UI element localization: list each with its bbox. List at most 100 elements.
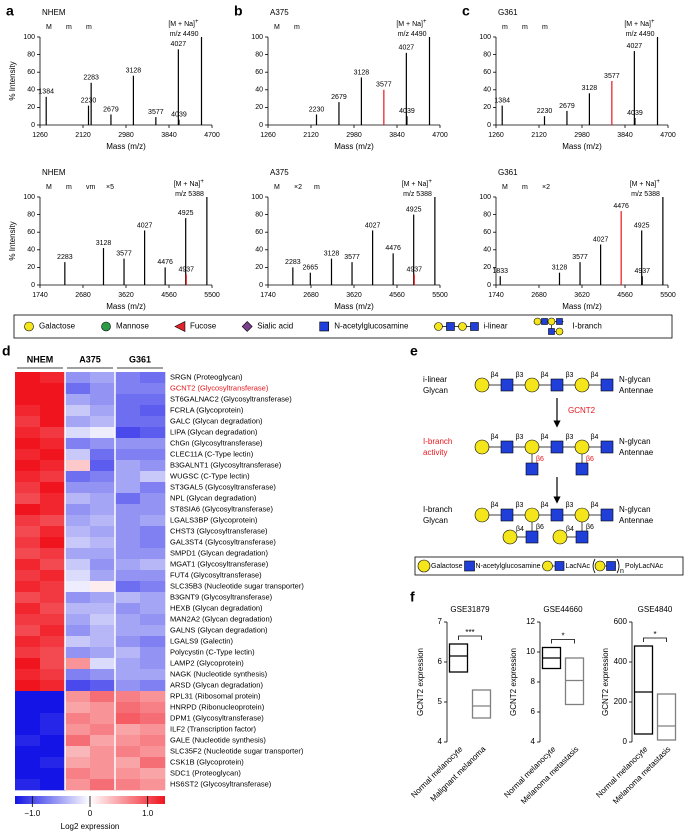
glycan-label: m — [542, 24, 548, 31]
link-label: β3 — [566, 372, 574, 379]
heatmap-cell — [90, 394, 116, 406]
peak-label: 3577 — [344, 254, 360, 261]
heatmap-cell — [90, 691, 116, 703]
heatmap-cell — [140, 438, 166, 450]
glycan-circle — [474, 507, 490, 523]
peak-label: 4476 — [613, 203, 629, 210]
heatmap-cell — [90, 702, 116, 714]
heatmap-cell — [140, 515, 166, 527]
heatmap-cell — [115, 779, 141, 791]
heatmap-cell — [115, 471, 141, 483]
x-tick-label: 5500 — [660, 292, 676, 299]
glycan-circle — [458, 322, 467, 331]
heatmap-cell — [65, 460, 91, 472]
link-label: β4 — [541, 502, 549, 509]
heatmap-cell — [15, 383, 41, 395]
heatmap-cell — [15, 746, 41, 758]
y-tick-label: 80 — [255, 51, 263, 58]
heatmap-cell — [90, 570, 116, 582]
ion-charge: + — [428, 179, 432, 185]
end-label: N-glycan — [619, 437, 651, 446]
heatmap-cell — [40, 768, 66, 780]
end-label: N-glycan — [619, 375, 651, 384]
heatmap-cell — [65, 537, 91, 549]
glycan-square — [470, 322, 479, 331]
heatmap-cell — [140, 570, 166, 582]
heatmap-cell — [65, 471, 91, 483]
heatmap-cell — [40, 427, 66, 439]
heatmap-cell — [90, 482, 116, 494]
heatmap-cell — [90, 581, 116, 593]
heatmap-cell — [140, 614, 166, 626]
heatmap-cell — [65, 372, 91, 384]
y-tick-label: 6 — [438, 657, 443, 666]
glycan-circle — [594, 560, 606, 572]
link-label: β4 — [541, 434, 549, 441]
colorbar-title: Log2 expression — [61, 822, 120, 831]
heatmap-cell — [15, 559, 41, 571]
ion-charge: + — [200, 179, 204, 185]
heatmap-cell — [15, 372, 41, 384]
heatmap-cell — [65, 581, 91, 593]
ion-name: [M + Na] — [396, 21, 423, 28]
heatmap-cell — [140, 592, 166, 604]
heatmap-cell — [15, 724, 41, 736]
glycan-label: m — [522, 24, 528, 31]
heatmap-cell — [115, 647, 141, 659]
x-tick-label: 4560 — [389, 292, 405, 299]
heatmap-cell — [140, 735, 166, 747]
ion-charge: + — [195, 19, 199, 25]
link-label: β3 — [566, 502, 574, 509]
y-tick-label: 20 — [27, 104, 35, 111]
row-label: FCRLA (Glycoprotein) — [170, 405, 244, 414]
glycan-square — [550, 378, 564, 392]
row-label: ILF2 (Transcription factor) — [170, 724, 256, 733]
heatmap-cell — [15, 779, 41, 791]
heatmap-cell — [90, 680, 116, 692]
row-label: HNRPD (Ribonucleoprotein) — [170, 702, 265, 711]
peak-label: 3577 — [604, 73, 620, 80]
x-axis-title: Mass (m/z) — [106, 302, 146, 311]
panel-label: f — [410, 589, 415, 605]
heatmap-cell — [65, 504, 91, 516]
heatmap-cell — [15, 691, 41, 703]
y-tick-label: 100 — [251, 194, 263, 201]
y-tick-label: 7 — [438, 617, 443, 626]
heatmap-cell — [90, 559, 116, 571]
heatmap-cell — [40, 460, 66, 472]
heatmap-cell — [15, 515, 41, 527]
glycan-circle — [524, 439, 540, 455]
heatmap-cell — [15, 713, 41, 725]
peak-label: 4925 — [634, 222, 650, 229]
heatmap-cell — [140, 746, 166, 758]
heatmap-cell — [140, 581, 166, 593]
heatmap-cell — [40, 724, 66, 736]
link-label: β4 — [541, 372, 549, 379]
y-tick-label: 100 — [251, 34, 263, 41]
peak-label: 4937 — [634, 268, 650, 275]
heatmap-cell — [40, 625, 66, 637]
heatmap-cell — [65, 724, 91, 736]
heatmap-cell — [40, 515, 66, 527]
link-label: β6 — [536, 456, 544, 463]
row-label: CHST3 (Glycosyltransferase) — [170, 526, 268, 535]
heatmap-cell — [40, 526, 66, 538]
row-label: Polycystin (C-Type lectin) — [170, 647, 255, 656]
row-label: SMPD1 (Glycan degradation) — [170, 548, 268, 557]
x-tick-label: 2120 — [303, 132, 319, 139]
end-label: Antennae — [619, 516, 654, 525]
heatmap-cell — [15, 592, 41, 604]
y-tick-label: 40 — [27, 87, 35, 94]
row-label: Glycan — [423, 516, 448, 525]
x-tick-label: 3840 — [389, 132, 405, 139]
heatmap-cell — [15, 548, 41, 560]
heatmap-cell — [15, 768, 41, 780]
y-tick-label: 8 — [531, 677, 536, 686]
heatmap-cell — [15, 460, 41, 472]
y-tick-label: 0 — [31, 282, 35, 289]
heatmap-cell — [115, 394, 141, 406]
x-tick-label: 5500 — [204, 292, 220, 299]
heatmap-cell — [115, 405, 141, 417]
heatmap-cell — [90, 460, 116, 472]
